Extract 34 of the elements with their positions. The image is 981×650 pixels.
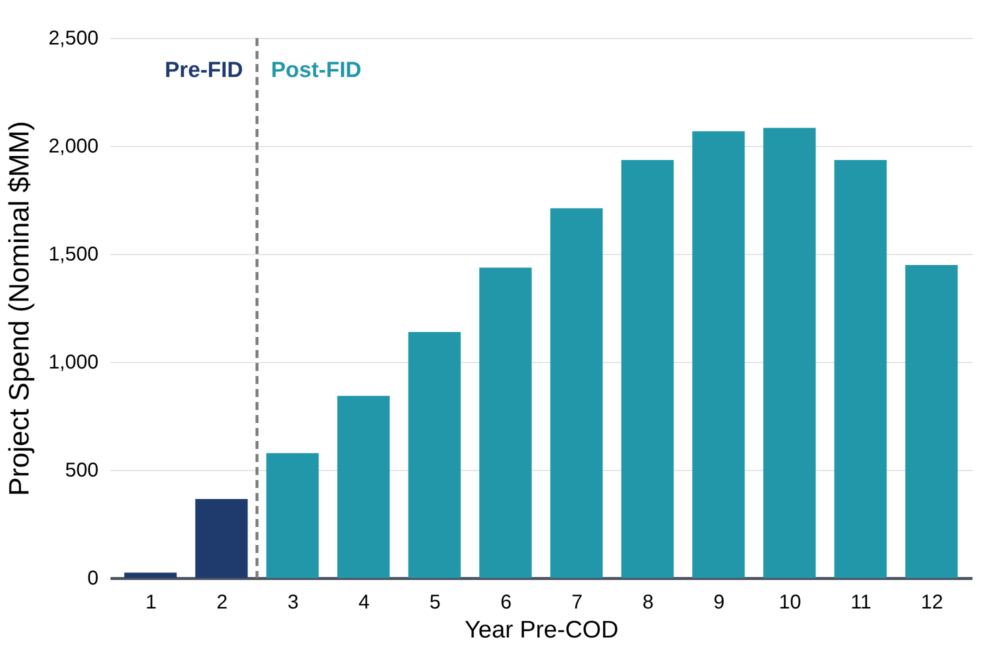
- y-axis-title: Project Spend (Nominal $MM): [3, 120, 34, 496]
- bar: [692, 131, 745, 578]
- x-tick-label: 6: [500, 592, 512, 614]
- y-tick-label: 500: [65, 460, 98, 482]
- bar: [195, 498, 248, 578]
- y-tick-label: 2,500: [48, 28, 98, 50]
- y-tick-label: 2,000: [48, 136, 98, 158]
- bar: [479, 268, 532, 578]
- x-tick-label: 3: [287, 592, 299, 614]
- x-tick-label: 1: [145, 592, 157, 614]
- y-tick-label: 1,500: [48, 244, 98, 266]
- x-tick-label: 12: [920, 592, 944, 614]
- bar: [124, 572, 177, 578]
- annotation: Post-FID: [271, 57, 362, 82]
- bar: [834, 160, 887, 578]
- bar: [337, 396, 390, 578]
- y-tick-label: 1,000: [48, 352, 98, 374]
- x-tick-label: 7: [571, 592, 583, 614]
- x-tick-label: 5: [429, 592, 441, 614]
- x-tick-label: 10: [778, 592, 802, 614]
- bar: [550, 208, 603, 578]
- bar: [905, 265, 958, 578]
- bar: [763, 128, 816, 578]
- x-tick-label: 9: [713, 592, 725, 614]
- x-tick-label: 8: [642, 592, 654, 614]
- bar: [621, 160, 674, 578]
- annotation: Pre-FID: [164, 57, 243, 82]
- bar: [266, 453, 319, 578]
- bar: [408, 332, 461, 578]
- x-tick-label: 4: [358, 592, 370, 614]
- x-axis-title: Year Pre-COD: [464, 616, 618, 644]
- x-tick-label: 11: [850, 592, 872, 614]
- x-tick-label: 2: [216, 592, 228, 614]
- y-tick-label: 0: [87, 568, 98, 590]
